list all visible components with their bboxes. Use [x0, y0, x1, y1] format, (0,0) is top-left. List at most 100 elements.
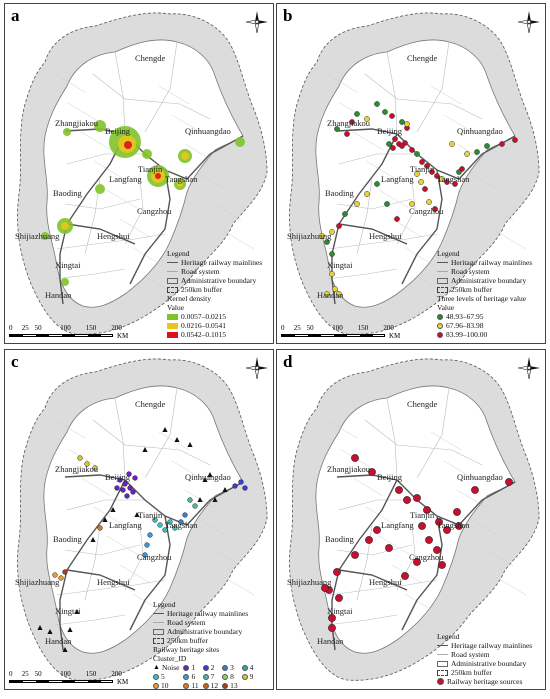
city-label-hengshui: Hengshui [369, 577, 402, 587]
admin-boundary-line [54, 614, 126, 626]
heritage-source-point [351, 551, 359, 559]
admin-boundary-line [364, 419, 483, 466]
legend-symbol [153, 637, 164, 644]
city-label-shijiazhuang: Shijiazhuang [15, 231, 60, 241]
cluster-site-point [124, 493, 130, 499]
legend-cluster-item: 12 [202, 681, 218, 689]
road-line [54, 419, 86, 439]
road-line [145, 622, 177, 642]
heritage-source-point [425, 536, 433, 544]
legend-cluster-item: 4 [241, 663, 253, 672]
railway-mainline [338, 569, 408, 591]
legend-row-mainline: Heritage railway mainlines [153, 609, 253, 618]
legend-text: Road system [451, 650, 490, 659]
scale-tick-label: 25 [293, 324, 301, 332]
city-label-hengshui: Hengshui [97, 577, 130, 587]
legend-swatch [222, 664, 229, 671]
road-line [54, 73, 86, 93]
heritage-site-point [402, 140, 408, 146]
heritage-source-point [403, 496, 411, 504]
scale-tick-label: 100 [332, 324, 343, 332]
road-line [352, 477, 384, 497]
city-label-tangshan: Tangshan [437, 174, 470, 184]
density-hotspot [142, 149, 152, 159]
cluster-site-point [144, 542, 150, 548]
road-line [223, 576, 255, 596]
density-hotspot [61, 278, 69, 286]
legend-class: 0.0542–0.1015 [167, 330, 262, 339]
admin-boundary-line [336, 544, 413, 556]
legend-swatch [202, 673, 209, 680]
legend-text: 250km buffer [451, 285, 492, 294]
heritage-source-point [385, 544, 393, 552]
noise-point [134, 512, 140, 517]
legend-noise: ▲ Noise [153, 663, 180, 672]
legend-cluster-id: 10 [161, 681, 169, 690]
city-label-tianjin: Tianjin [410, 164, 435, 174]
noise-point [90, 537, 96, 542]
legend-class: 67.96–83.98 [437, 321, 532, 330]
heritage-site-point [394, 216, 400, 222]
legend-cluster-item: 8 [222, 672, 238, 681]
road-line [456, 489, 488, 509]
road-line [106, 189, 138, 209]
heritage-site-point [324, 239, 330, 245]
legend-text: 250km buffer [167, 636, 208, 645]
legend-cluster-id: 5 [161, 672, 165, 681]
noise-point [67, 627, 73, 632]
city-label-handan: Handan [45, 290, 72, 300]
scale-bar-graphic [9, 680, 113, 683]
legend-cluster-item: 5 [153, 672, 179, 681]
heritage-source-point [365, 536, 373, 544]
legend-row-title: Legend [167, 249, 262, 258]
admin-boundary-line [364, 73, 483, 120]
admin-boundary-line [328, 579, 438, 596]
legend-text: 250km buffer [451, 668, 492, 677]
legend-swatch [183, 664, 190, 671]
scale-tick-label: 200 [111, 670, 122, 678]
city-label-xingtai: Xingtai [55, 606, 81, 616]
heritage-site-point [414, 151, 420, 157]
scale-unit: KM [117, 332, 129, 340]
legend-swatch [437, 331, 443, 338]
heritage-site-point [439, 176, 445, 182]
legend-row-title: Legend [153, 600, 253, 609]
city-label-chengde: Chengde [135, 399, 166, 409]
heritage-site-point [392, 136, 398, 142]
legend-text: Heritage railway mainlines [181, 258, 263, 267]
scale-bar: 0 25 50 100 150 200 KM [281, 324, 431, 342]
heritage-source-point [368, 468, 376, 476]
heritage-site-point [432, 206, 438, 212]
road-line [352, 131, 384, 151]
road-line [67, 448, 99, 468]
scale-tick-label: 150 [85, 324, 97, 332]
heritage-source-point [373, 526, 381, 534]
noise-point [62, 647, 68, 652]
heritage-site-point [404, 121, 410, 127]
cluster-site-point [172, 525, 178, 531]
city-label-xingtai: Xingtai [327, 606, 353, 616]
legend-symbol [437, 271, 448, 272]
scale-tick-label: 200 [111, 324, 122, 332]
heritage-site-point [336, 291, 342, 297]
legend: Legend Heritage railway mainlines Road sys… [437, 249, 532, 339]
noise-point [74, 609, 80, 614]
legend-swatch [183, 682, 190, 689]
basemap-svg-c [17, 358, 268, 681]
road-line [495, 576, 527, 596]
cluster-legend-grid: ▲ Noise 1 2 3 4 5 6 7 8 9 10 11 12 13 [153, 663, 253, 690]
north-arrow-icon [517, 357, 540, 380]
railway-mainline [338, 223, 408, 245]
admin-boundary-line [386, 51, 398, 133]
road-line [326, 73, 358, 93]
scale-unit: KM [389, 332, 401, 340]
heritage-source-point [333, 568, 341, 576]
noise-point [197, 497, 203, 502]
railway-mainline [66, 569, 136, 591]
cluster-site-point [58, 575, 64, 581]
railway-mainline [401, 169, 443, 285]
scale-tick-label: 0 [9, 324, 13, 332]
legend-symbol [437, 277, 448, 284]
legend-text: Administrative boundary [451, 276, 527, 285]
